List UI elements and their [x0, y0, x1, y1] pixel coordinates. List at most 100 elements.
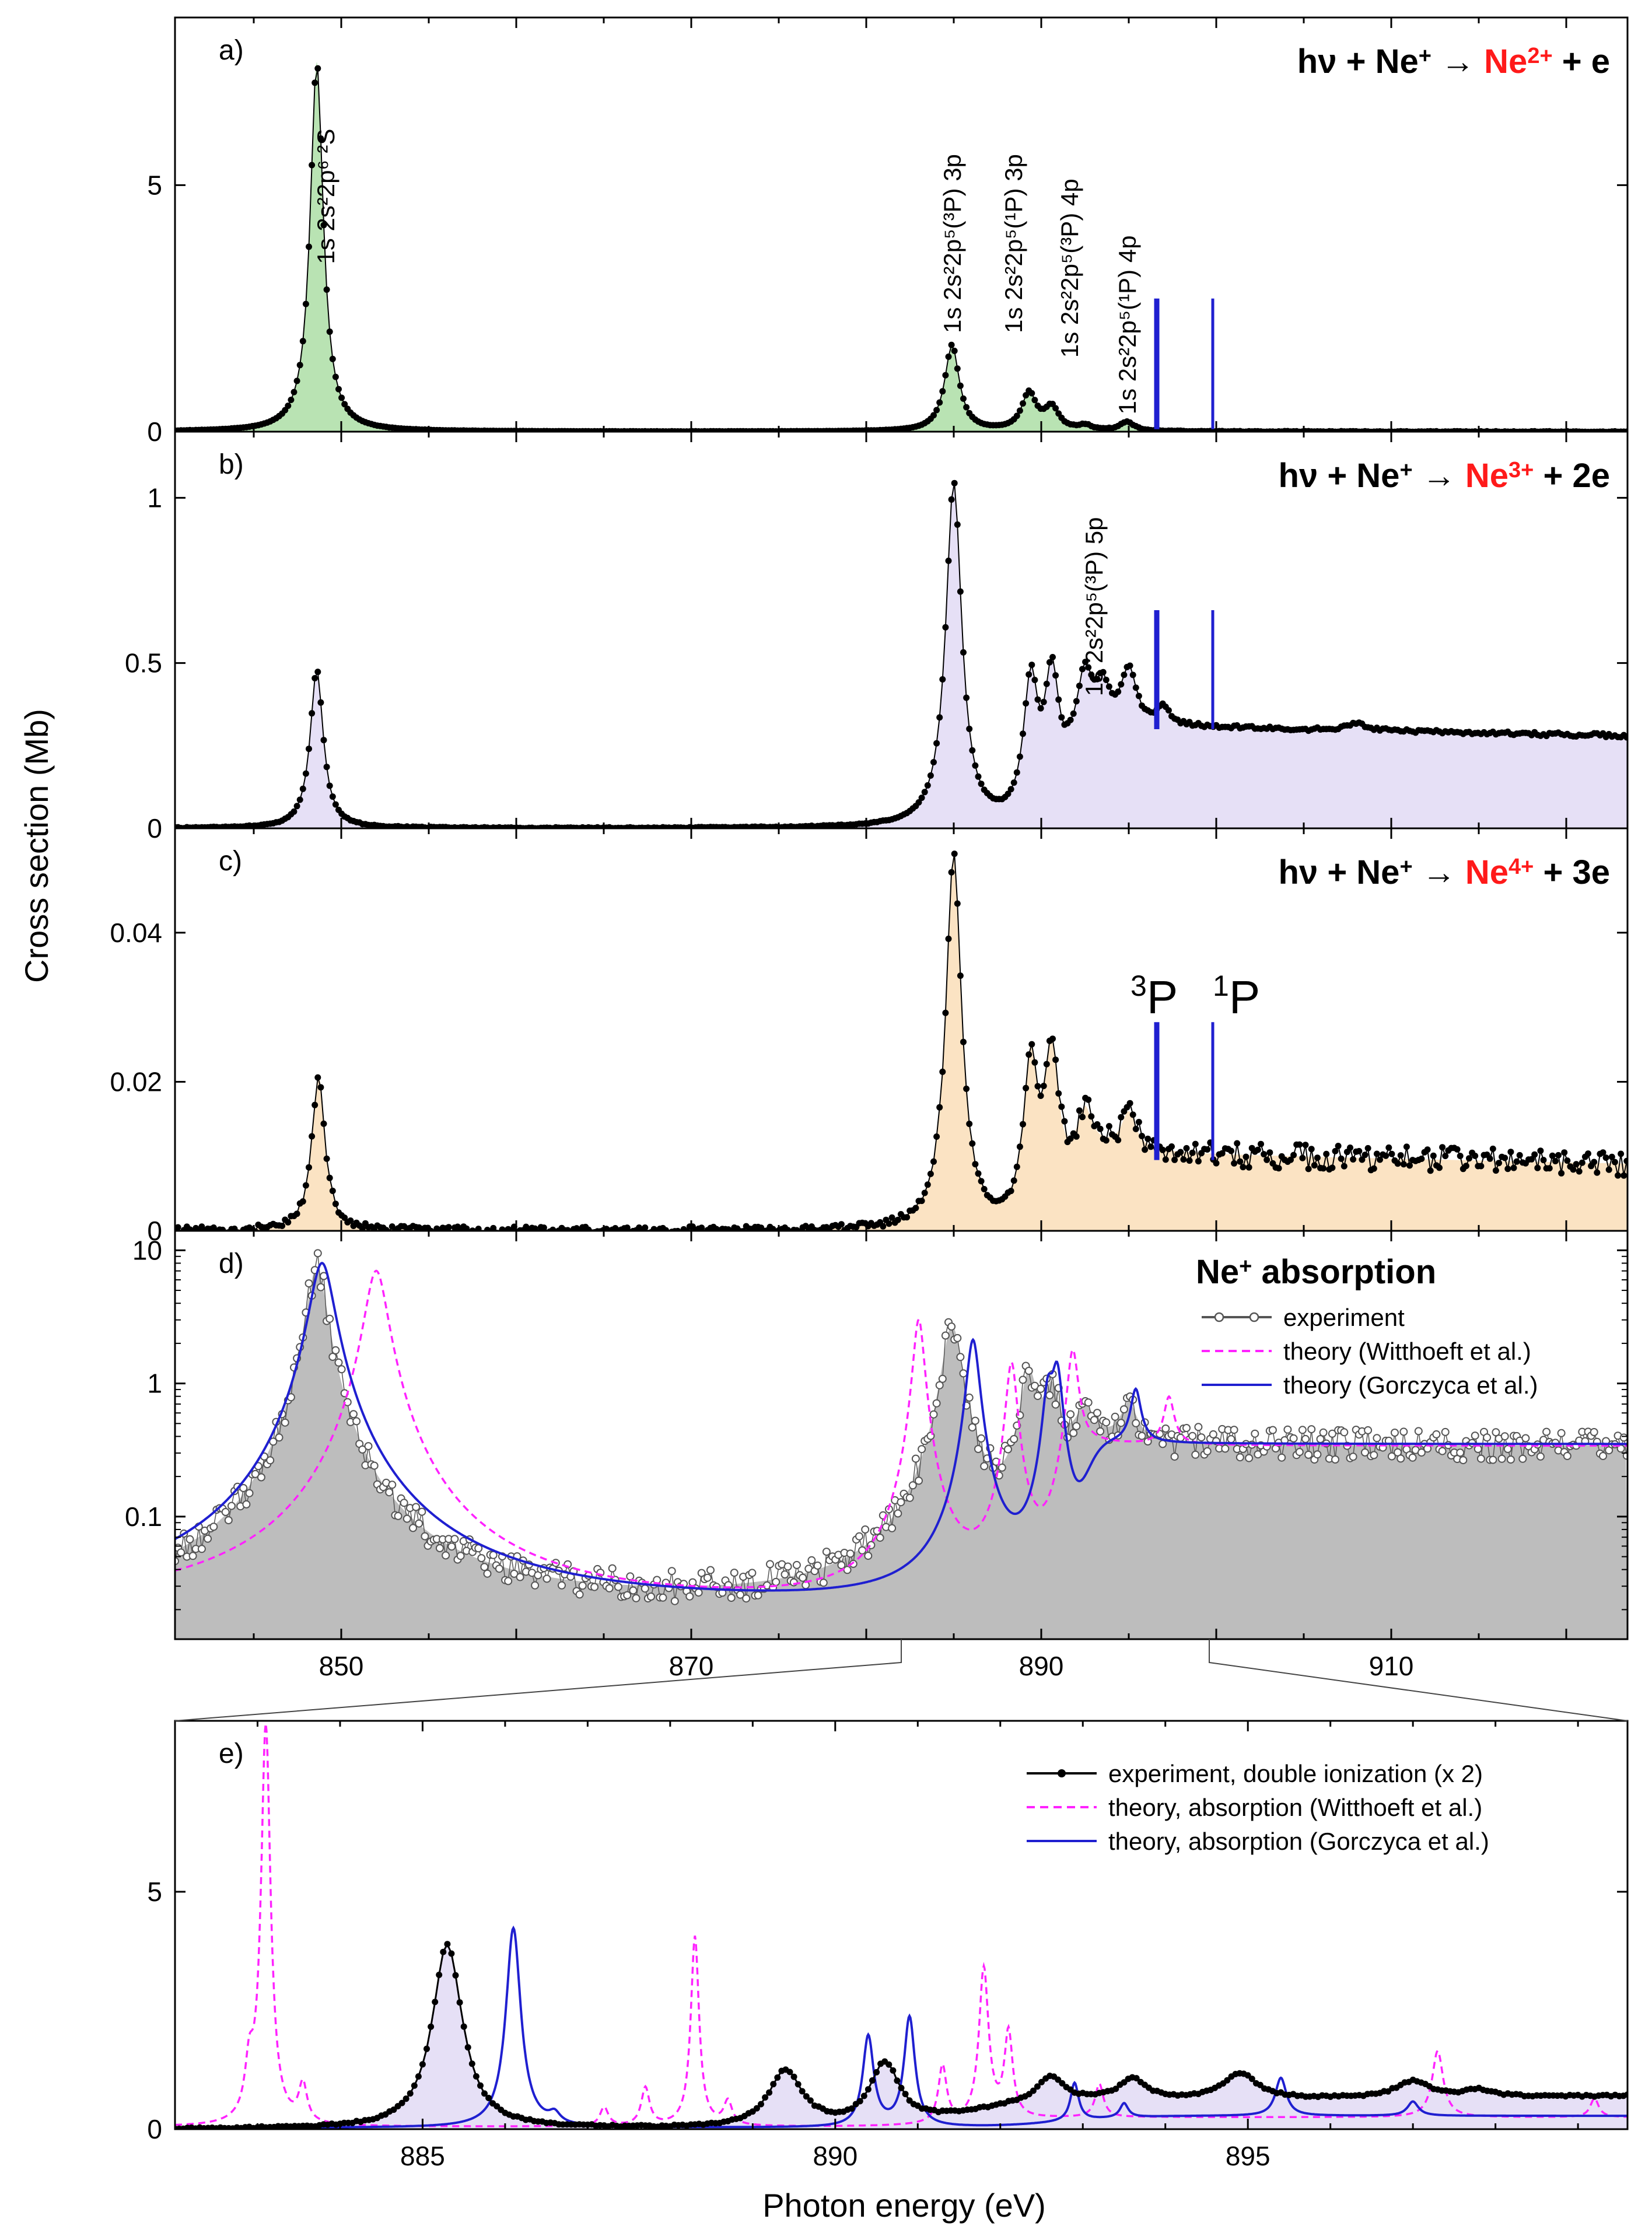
data-point [869, 2077, 876, 2084]
data-point [807, 1556, 816, 1564]
data-point [942, 372, 949, 379]
data-point [998, 1463, 1006, 1472]
data-point [370, 1461, 379, 1470]
data-point [647, 1592, 655, 1601]
data-point [1356, 1147, 1363, 1154]
data-point [1045, 1391, 1054, 1399]
data-point [792, 1560, 801, 1569]
data-point [1314, 1154, 1321, 1161]
data-point [1496, 1160, 1502, 1167]
data-point [886, 1220, 892, 1227]
data-point [1307, 1425, 1316, 1434]
data-point [966, 726, 973, 732]
data-point [894, 1509, 902, 1518]
data-point [1055, 2076, 1062, 2083]
data-point [864, 1552, 873, 1560]
data-point [1043, 1060, 1050, 1068]
data-point [1585, 1150, 1591, 1157]
legend-marker [1214, 1312, 1224, 1322]
data-point [1513, 1158, 1520, 1165]
data-point [1298, 1426, 1307, 1434]
data-point [299, 785, 306, 792]
data-point [531, 1581, 540, 1590]
data-point [981, 1186, 988, 1192]
data-point [306, 243, 312, 250]
data-point [1385, 1144, 1392, 1151]
data-point [1183, 1144, 1190, 1152]
data-point [1016, 407, 1023, 414]
data-point [1024, 1367, 1033, 1375]
data-point [1563, 1452, 1572, 1460]
data-point [197, 1545, 206, 1553]
data-point [640, 1584, 649, 1593]
data-point [314, 65, 321, 72]
data-point [1186, 1157, 1193, 1164]
data-point [1338, 1155, 1345, 1162]
data-point [1126, 1100, 1133, 1107]
data-point [965, 1393, 974, 1402]
panel-e-frame [174, 1720, 1629, 2130]
data-point [1391, 1429, 1399, 1437]
data-point [309, 1133, 316, 1140]
data-point [358, 1445, 367, 1454]
data-point [313, 1249, 322, 1258]
data-point [1591, 1158, 1598, 1166]
data-point [908, 1481, 917, 1490]
data-point [341, 1214, 348, 1221]
data-point [1132, 684, 1139, 691]
y-tick-label: 0 [147, 813, 162, 844]
data-point [1331, 1455, 1339, 1464]
legend-marker [1249, 1312, 1259, 1322]
data-point [1052, 1056, 1059, 1063]
data-point [963, 404, 970, 411]
data-point [930, 412, 937, 419]
y-tick-label: 0.1 [125, 1502, 162, 1532]
data-point [1438, 1447, 1447, 1455]
data-point [473, 2073, 480, 2080]
data-point [338, 394, 345, 401]
data-point [326, 782, 333, 789]
data-point [440, 1948, 447, 1955]
data-point [242, 1500, 251, 1508]
data-point [1079, 666, 1086, 673]
data-point [977, 1434, 986, 1443]
data-point [1010, 1177, 1017, 1184]
data-point [1059, 2080, 1066, 2087]
x-tick-label: 850 [319, 1651, 364, 1681]
panel-b-fill [175, 481, 1628, 828]
data-point [1618, 1150, 1625, 1157]
data-point [485, 2095, 492, 2101]
data-point [1102, 1137, 1110, 1144]
data-point [1483, 1433, 1492, 1442]
data-point [1034, 2083, 1041, 2090]
data-point [257, 1473, 265, 1482]
data-point [1132, 1125, 1139, 1132]
data-point [1296, 1141, 1303, 1148]
data-point [980, 1462, 989, 1471]
data-point [933, 407, 940, 414]
data-point [1537, 1147, 1544, 1154]
data-point [463, 1225, 470, 1231]
data-point [1096, 1427, 1105, 1436]
data-point [320, 1120, 327, 1127]
data-point [1289, 1434, 1298, 1443]
x-tick-label: 885 [400, 2141, 445, 2171]
data-point [1088, 1113, 1095, 1120]
data-point [309, 710, 316, 717]
data-point [590, 1583, 599, 1591]
data-point [803, 2093, 810, 2100]
data-point [1026, 1051, 1032, 1058]
data-point [1615, 1172, 1621, 1179]
data-point [575, 1590, 584, 1599]
data-point [966, 1121, 973, 1128]
witthoeft-curve [175, 1723, 1628, 2127]
data-point [864, 2086, 872, 2093]
data-point [932, 1399, 941, 1408]
data-point [890, 2067, 897, 2074]
data-point [1382, 1152, 1390, 1159]
data-point [1361, 1448, 1369, 1457]
data-point [957, 588, 964, 595]
data-point [1227, 1435, 1236, 1444]
data-point [936, 1104, 943, 1111]
data-point [1073, 698, 1080, 705]
